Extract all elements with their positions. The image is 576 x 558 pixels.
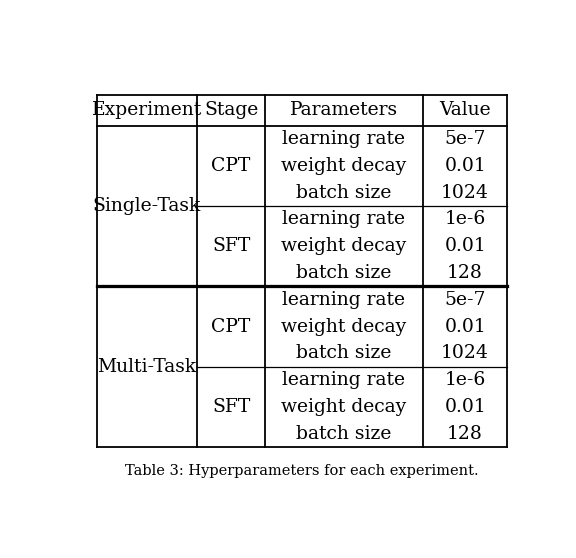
Text: SFT: SFT [212, 237, 250, 255]
Text: 0.01: 0.01 [444, 318, 486, 335]
Text: 0.01: 0.01 [444, 157, 486, 175]
Text: 0.01: 0.01 [444, 398, 486, 416]
Text: CPT: CPT [211, 318, 251, 335]
Text: Single-Task: Single-Task [93, 197, 201, 215]
Text: 5e-7: 5e-7 [445, 130, 486, 148]
Text: Table 3: Hyperparameters for each experiment.: Table 3: Hyperparameters for each experi… [125, 464, 479, 478]
Text: CPT: CPT [211, 157, 251, 175]
Text: 1e-6: 1e-6 [445, 210, 486, 228]
Text: weight decay: weight decay [281, 157, 407, 175]
Text: 1024: 1024 [441, 184, 489, 201]
Text: Value: Value [439, 101, 491, 119]
Text: Multi-Task: Multi-Task [97, 358, 196, 376]
Text: SFT: SFT [212, 398, 250, 416]
Text: 128: 128 [447, 264, 483, 282]
Text: batch size: batch size [296, 344, 392, 362]
Text: 1e-6: 1e-6 [445, 371, 486, 389]
Text: learning rate: learning rate [282, 291, 406, 309]
Text: weight decay: weight decay [281, 318, 407, 335]
Text: batch size: batch size [296, 425, 392, 443]
Text: Parameters: Parameters [290, 101, 398, 119]
Text: batch size: batch size [296, 264, 392, 282]
Text: 0.01: 0.01 [444, 237, 486, 255]
Text: batch size: batch size [296, 184, 392, 201]
Text: 1024: 1024 [441, 344, 489, 362]
Text: 128: 128 [447, 425, 483, 443]
Text: learning rate: learning rate [282, 130, 406, 148]
Text: Experiment: Experiment [92, 101, 202, 119]
Text: weight decay: weight decay [281, 237, 407, 255]
Text: learning rate: learning rate [282, 371, 406, 389]
Text: learning rate: learning rate [282, 210, 406, 228]
Text: 5e-7: 5e-7 [445, 291, 486, 309]
Text: Stage: Stage [204, 101, 258, 119]
Text: weight decay: weight decay [281, 398, 407, 416]
